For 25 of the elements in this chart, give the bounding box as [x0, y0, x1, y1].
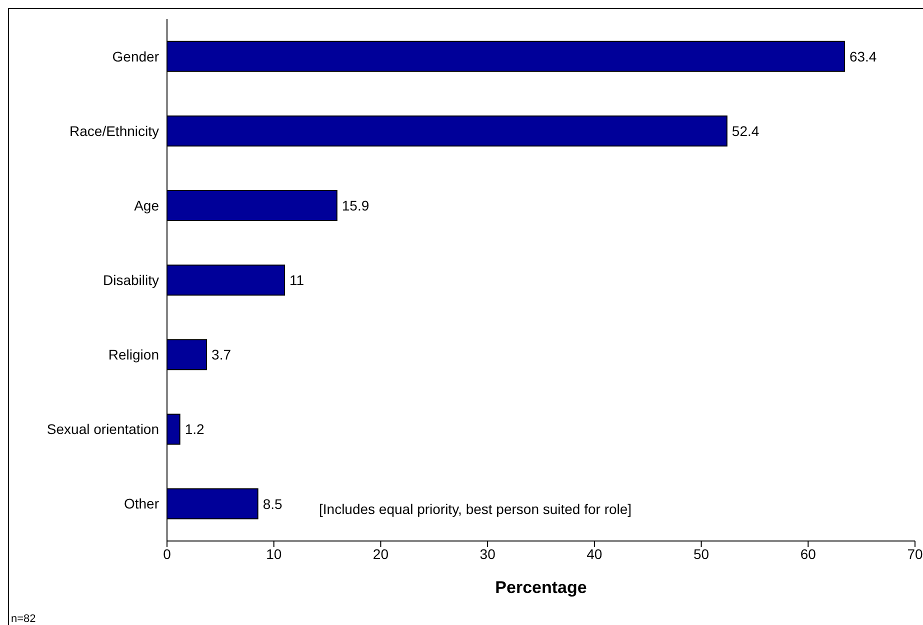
y-tick-label: Other: [124, 496, 160, 512]
x-tick-label: 10: [266, 546, 282, 562]
data-label: 15.9: [342, 197, 370, 214]
y-tick-label: Disability: [102, 272, 159, 288]
data-label: 3.7: [212, 346, 232, 363]
y-tick-label: Sexual orientation: [46, 421, 159, 438]
y-tick-label: Race/Ethnicity: [70, 122, 159, 139]
x-tick-label: 0: [163, 546, 172, 562]
data-label: 11: [290, 272, 304, 288]
text: n=82: [11, 613, 36, 625]
annotation: [Includes equal priority, best person suited for role]: [319, 501, 632, 517]
x-tick-label: 60: [800, 546, 816, 562]
data-label: 63.4: [849, 48, 877, 64]
data-label: 1.2: [184, 421, 204, 438]
x-tick-label: 30: [480, 546, 496, 562]
x-axis-title: Percentage: [495, 578, 587, 597]
x-tick-label: 40: [586, 546, 602, 562]
x-tick-label: 70: [907, 546, 923, 562]
y-tick-label: Religion: [108, 346, 159, 363]
y-tick-label: Age: [134, 197, 160, 214]
data-label: 52.4: [732, 122, 760, 139]
x-tick-label: 20: [372, 546, 389, 562]
y-tick-label: Gender: [112, 48, 160, 64]
x-tick-label: 50: [693, 546, 710, 562]
data-label: 8.5: [262, 496, 283, 512]
